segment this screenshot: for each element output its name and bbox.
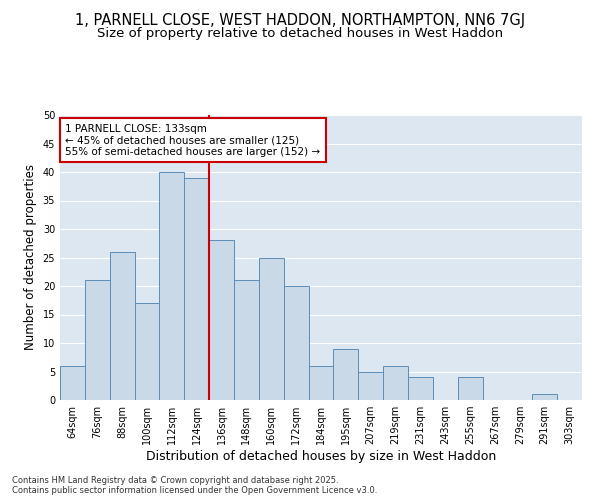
Bar (160, 172, 184, 400)
Text: Contains HM Land Registry data © Crown copyright and database right 2025.
Contai: Contains HM Land Registry data © Crown c… (12, 476, 377, 495)
Bar (234, 280, 259, 400)
X-axis label: Distribution of detached houses by size in West Haddon: Distribution of detached houses by size … (146, 450, 496, 463)
Bar (532, 394, 557, 400)
Bar (334, 348, 358, 400)
Bar (259, 258, 284, 400)
Bar (284, 286, 308, 400)
Bar (85, 280, 110, 400)
Bar (458, 377, 482, 400)
Y-axis label: Number of detached properties: Number of detached properties (24, 164, 37, 350)
Bar (209, 240, 234, 400)
Bar (110, 252, 134, 400)
Text: Size of property relative to detached houses in West Haddon: Size of property relative to detached ho… (97, 28, 503, 40)
Bar (184, 178, 209, 400)
Bar (408, 377, 433, 400)
Bar (60, 366, 85, 400)
Bar (134, 303, 160, 400)
Bar (308, 366, 334, 400)
Text: 1, PARNELL CLOSE, WEST HADDON, NORTHAMPTON, NN6 7GJ: 1, PARNELL CLOSE, WEST HADDON, NORTHAMPT… (75, 12, 525, 28)
Bar (358, 372, 383, 400)
Bar (383, 366, 408, 400)
Text: 1 PARNELL CLOSE: 133sqm
← 45% of detached houses are smaller (125)
55% of semi-d: 1 PARNELL CLOSE: 133sqm ← 45% of detache… (65, 124, 320, 157)
